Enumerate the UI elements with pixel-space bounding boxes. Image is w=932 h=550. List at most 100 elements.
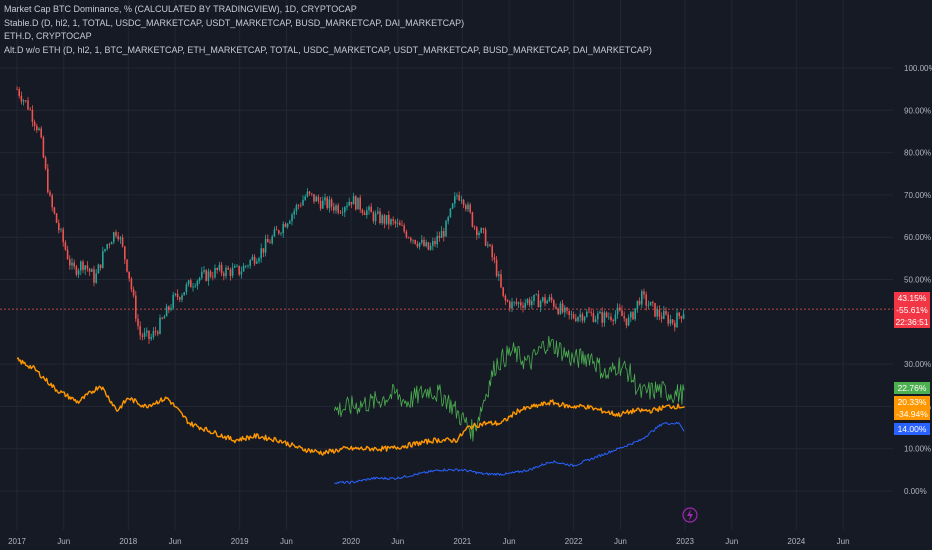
btc-candle	[313, 194, 315, 202]
btc-candle	[352, 196, 355, 205]
btc-candle	[20, 95, 23, 102]
btc-candle	[304, 196, 306, 200]
btc-candle	[465, 204, 467, 210]
btc-candle	[258, 258, 260, 262]
btc-candle	[163, 316, 166, 319]
btc-candle	[247, 265, 249, 267]
btc-candle	[418, 242, 421, 247]
x-tick-label: Jun	[391, 537, 404, 546]
btc-candle	[434, 241, 436, 245]
btc-price-label: 43.15%	[894, 292, 930, 304]
btc-candle	[203, 270, 205, 272]
btc-candle	[289, 221, 291, 224]
btc-candle	[374, 213, 377, 222]
btc-candle	[40, 128, 42, 138]
btc-candle	[559, 303, 562, 314]
btc-candle	[148, 330, 150, 339]
legend: Market Cap BTC Dominance, % (CALCULATED …	[4, 3, 652, 57]
btc-candle	[383, 215, 386, 224]
btc-candle	[471, 212, 474, 227]
series-btc-dominance	[16, 86, 685, 344]
btc-candle	[99, 264, 102, 268]
btc-candle	[262, 248, 265, 253]
btc-candle	[524, 302, 526, 308]
x-tick-label: 2020	[342, 537, 360, 546]
btc-candle	[113, 232, 115, 243]
btc-candle	[555, 306, 557, 309]
btc-candle	[198, 277, 201, 281]
btc-candle	[564, 307, 566, 313]
btc-candle	[326, 197, 328, 209]
btc-candle	[44, 157, 47, 169]
btc-candle	[165, 306, 168, 317]
btc-candle	[506, 300, 509, 302]
btc-candle	[82, 261, 84, 270]
btc-candle	[539, 301, 542, 308]
btc-candle	[27, 100, 29, 110]
btc-candle	[495, 259, 498, 277]
btc-candle	[196, 280, 199, 286]
btc-candle	[286, 223, 289, 228]
btc-candle	[363, 212, 366, 215]
btc-candle	[130, 278, 133, 290]
btc-candle	[575, 318, 577, 322]
btc-candle	[311, 193, 313, 195]
btc-candle	[460, 199, 463, 201]
btc-candle	[605, 312, 608, 317]
btc-candle	[223, 273, 225, 277]
btc-candle	[25, 100, 27, 101]
btc-candle	[110, 242, 113, 245]
btc-candle	[447, 217, 449, 222]
btc-candle	[482, 228, 485, 230]
btc-candle	[550, 297, 553, 301]
y-tick-label: 60.00%	[904, 233, 931, 242]
series-layer	[16, 86, 685, 485]
eth-change-label: -34.94%	[894, 408, 930, 420]
btc-candle	[275, 229, 278, 231]
btc-candle	[522, 305, 524, 308]
btc-candle	[568, 310, 570, 315]
x-axis: 2017 Jun 2018 Jun 2019 Jun 2020 Jun 2021 Jun 2022 J…	[8, 537, 849, 546]
btc-candle	[128, 271, 130, 279]
lightning-icon[interactable]	[682, 507, 698, 523]
btc-candle	[601, 312, 603, 323]
btc-candle	[636, 300, 639, 309]
btc-candle	[515, 301, 518, 304]
btc-candle	[436, 236, 438, 245]
btc-candle	[526, 299, 529, 303]
btc-candle	[251, 256, 254, 261]
btc-candle	[592, 313, 595, 322]
btc-candle	[58, 222, 60, 231]
x-tick-label: 2017	[8, 537, 26, 546]
btc-candle	[597, 313, 599, 320]
btc-candle	[194, 285, 196, 287]
btc-candle	[473, 226, 476, 228]
btc-candle	[630, 312, 632, 318]
btc-candle	[152, 331, 155, 338]
btc-change-label: -55.61%	[894, 304, 930, 316]
btc-candle	[55, 213, 58, 223]
btc-candle	[174, 293, 177, 295]
btc-candle	[627, 317, 630, 326]
btc-candle	[75, 266, 78, 275]
btc-candle	[77, 270, 80, 275]
btc-candle	[18, 89, 20, 96]
btc-candle	[416, 243, 419, 247]
btc-candle	[220, 264, 223, 274]
btc-candle	[108, 244, 111, 245]
btc-candle	[269, 242, 271, 244]
btc-candle	[132, 289, 135, 296]
btc-candle	[143, 332, 146, 337]
btc-candle	[493, 257, 496, 260]
btc-candle	[284, 223, 287, 228]
btc-candle	[245, 265, 247, 267]
btc-candle	[229, 269, 232, 276]
btc-candle	[172, 294, 174, 308]
btc-candle	[456, 195, 458, 197]
btc-candle	[106, 244, 108, 249]
btc-candle	[634, 308, 636, 320]
btc-candle	[392, 219, 394, 221]
x-tick-label: 2023	[676, 537, 694, 546]
btc-candle	[667, 314, 669, 324]
